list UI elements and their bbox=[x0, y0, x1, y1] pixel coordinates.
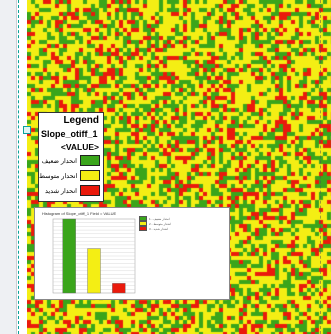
histogram-legend-label: 3 - انحدار شديد bbox=[149, 226, 169, 231]
legend-swatch bbox=[80, 185, 100, 196]
histogram-legend-label: 1 - انحدار ضعيف bbox=[149, 216, 170, 221]
histogram-legend-swatch bbox=[139, 226, 147, 231]
histogram-legend: 1 - انحدار ضعيف 2 - انحدار متوسط 3 - انح… bbox=[139, 216, 223, 231]
legend-item: انحدار ضعيف bbox=[39, 154, 103, 167]
map-legend[interactable]: Legend Slope_otiff_1 <VALUE> انحدار ضعيف… bbox=[38, 112, 104, 202]
histogram-chart bbox=[52, 218, 136, 294]
legend-title: Legend bbox=[63, 115, 99, 126]
legend-field-name: <VALUE> bbox=[60, 142, 99, 152]
histogram-bar-3 bbox=[112, 283, 126, 294]
legend-item-label: انحدار ضعيف bbox=[41, 157, 77, 165]
legend-item: انحدار متوسط bbox=[39, 169, 103, 182]
histogram-legend-swatch bbox=[139, 216, 147, 221]
histogram-bar-2 bbox=[87, 248, 101, 294]
legend-layer-name: Slope_otiff_1 bbox=[41, 129, 98, 139]
legend-item-label: انحدار متوسط bbox=[39, 172, 78, 180]
legend-swatch bbox=[80, 170, 100, 181]
page-boundary-line bbox=[320, 0, 322, 334]
histogram-legend-item: 2 - انحدار متوسط bbox=[139, 221, 223, 226]
resize-handle[interactable] bbox=[23, 126, 31, 134]
histogram-bar-1 bbox=[62, 218, 76, 294]
histogram-legend-label: 2 - انحدار متوسط bbox=[149, 221, 172, 226]
histogram-legend-swatch bbox=[139, 221, 147, 226]
histogram-legend-item: 1 - انحدار ضعيف bbox=[139, 216, 223, 221]
histogram-graph[interactable]: Histogram of Slope_otiff_1 Field = VALUE… bbox=[34, 207, 230, 300]
left-panel-strip bbox=[0, 0, 17, 334]
legend-swatch bbox=[80, 155, 100, 166]
legend-item: انحدار شديد bbox=[39, 184, 103, 197]
legend-item-label: انحدار شديد bbox=[44, 187, 77, 195]
histogram-title: Histogram of Slope_otiff_1 Field = VALUE bbox=[42, 211, 117, 216]
histogram-legend-item: 3 - انحدار شديد bbox=[139, 226, 223, 231]
